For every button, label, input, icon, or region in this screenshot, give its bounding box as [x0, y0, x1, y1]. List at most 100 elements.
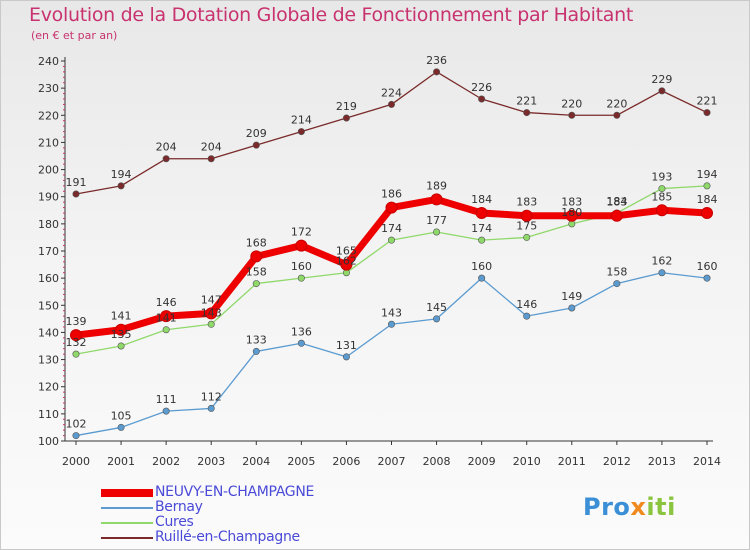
data-point-ruille-en-champagne	[162, 155, 170, 163]
data-point-cures	[72, 350, 80, 358]
data-label-cures: 177	[426, 214, 447, 227]
x-tick-label: 2014	[693, 455, 721, 468]
data-point-cures	[162, 326, 170, 334]
data-label-bernay: 146	[516, 298, 537, 311]
data-label-ruille-en-champagne: 220	[606, 97, 627, 110]
legend-swatch	[101, 537, 153, 539]
data-point-ruille-en-champagne	[207, 155, 215, 163]
data-label-cures: 174	[381, 222, 402, 235]
x-tick-label: 2003	[197, 455, 225, 468]
data-label-bernay: 112	[201, 390, 222, 403]
data-label-bernay: 102	[66, 418, 87, 431]
data-label-neuvy-en-champagne: 183	[606, 196, 627, 209]
y-tick-label: 130	[38, 354, 59, 367]
data-point-neuvy-en-champagne	[565, 209, 578, 222]
legend-swatch	[101, 489, 153, 497]
y-tick-label: 180	[38, 218, 59, 231]
data-label-cures: 160	[291, 260, 312, 273]
data-point-bernay	[117, 423, 125, 431]
data-label-neuvy-en-champagne: 147	[201, 293, 222, 306]
x-tick-label: 2008	[423, 455, 451, 468]
data-label-neuvy-en-champagne: 146	[156, 296, 177, 309]
data-point-bernay	[658, 269, 666, 277]
x-tick-label: 2007	[378, 455, 406, 468]
data-point-ruille-en-champagne	[568, 111, 576, 119]
y-tick-label: 160	[38, 272, 59, 285]
data-point-ruille-en-champagne	[387, 100, 395, 108]
data-point-neuvy-en-champagne	[520, 209, 533, 222]
data-point-bernay	[72, 432, 80, 440]
y-tick-label: 220	[38, 109, 59, 122]
data-label-cures: 132	[66, 336, 87, 349]
data-label-cures: 180	[561, 206, 582, 219]
data-point-ruille-en-champagne	[478, 95, 486, 103]
data-point-cures	[658, 185, 666, 193]
data-point-ruille-en-champagne	[613, 111, 621, 119]
data-label-cures: 158	[246, 266, 267, 279]
data-point-bernay	[433, 315, 441, 323]
data-point-neuvy-en-champagne	[701, 207, 713, 219]
data-point-bernay	[162, 407, 170, 415]
brand-logo: Proxiti	[583, 493, 676, 521]
brand-part-2: x	[630, 493, 647, 521]
data-point-neuvy-en-champagne	[610, 209, 623, 222]
data-point-cures	[478, 236, 486, 244]
data-label-ruille-en-champagne: 191	[66, 176, 87, 189]
data-point-ruille-en-champagne	[703, 109, 711, 117]
data-label-neuvy-en-champagne: 183	[516, 196, 537, 209]
legend-label: Ruillé-en-Champagne	[155, 529, 300, 545]
data-label-neuvy-en-champagne: 172	[291, 226, 312, 239]
data-label-neuvy-en-champagne: 184	[471, 193, 492, 206]
data-point-neuvy-en-champagne	[250, 250, 263, 263]
data-label-ruille-en-champagne: 220	[561, 97, 582, 110]
x-tick-label: 2012	[603, 455, 631, 468]
data-label-neuvy-en-champagne: 183	[561, 196, 582, 209]
x-tick-label: 2013	[648, 455, 676, 468]
data-point-neuvy-en-champagne	[385, 201, 398, 214]
data-label-ruille-en-champagne: 219	[336, 100, 357, 113]
data-point-ruille-en-champagne	[342, 114, 350, 122]
data-label-ruille-en-champagne: 214	[291, 114, 312, 127]
data-label-neuvy-en-champagne: 184	[697, 193, 718, 206]
data-label-ruille-en-champagne: 194	[111, 168, 132, 181]
data-point-neuvy-en-champagne	[340, 258, 353, 271]
y-tick-label: 140	[38, 326, 59, 339]
data-label-ruille-en-champagne: 204	[201, 141, 222, 154]
data-point-neuvy-en-champagne	[655, 204, 668, 217]
data-label-cures: 141	[156, 312, 177, 325]
data-point-bernay	[568, 304, 576, 312]
data-label-bernay: 133	[246, 333, 267, 346]
data-label-bernay: 160	[697, 260, 718, 273]
y-tick-label: 100	[38, 435, 59, 448]
data-label-cures: 143	[201, 306, 222, 319]
data-point-ruille-en-champagne	[297, 128, 305, 136]
x-tick-label: 2006	[332, 455, 360, 468]
x-tick-label: 2004	[242, 455, 270, 468]
data-label-bernay: 131	[336, 339, 357, 352]
y-tick-label: 230	[38, 82, 59, 95]
data-label-ruille-en-champagne: 229	[651, 73, 672, 86]
data-label-ruille-en-champagne: 221	[697, 95, 718, 108]
y-tick-label: 110	[38, 408, 59, 421]
data-point-neuvy-en-champagne	[205, 307, 218, 320]
data-label-neuvy-en-champagne: 141	[111, 310, 132, 323]
data-point-bernay	[342, 353, 350, 361]
brand-part-3: iti	[646, 493, 676, 521]
data-point-cures	[523, 233, 531, 241]
data-point-bernay	[387, 320, 395, 328]
data-label-bernay: 162	[651, 255, 672, 268]
data-label-bernay: 149	[561, 290, 582, 303]
data-label-ruille-en-champagne: 209	[246, 127, 267, 140]
data-point-neuvy-en-champagne	[160, 310, 173, 323]
x-tick-label: 2001	[107, 455, 135, 468]
data-point-bernay	[523, 312, 531, 320]
x-tick-label: 2011	[558, 455, 586, 468]
data-point-ruille-en-champagne	[658, 87, 666, 95]
data-label-ruille-en-champagne: 236	[426, 54, 447, 67]
data-label-neuvy-en-champagne: 165	[336, 245, 357, 258]
data-point-cures	[207, 320, 215, 328]
data-point-cures	[117, 342, 125, 350]
data-label-cures: 194	[697, 168, 718, 181]
data-label-neuvy-en-champagne: 168	[246, 236, 267, 249]
